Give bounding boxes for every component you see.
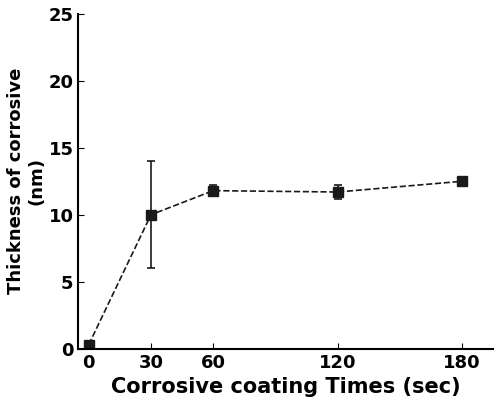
Y-axis label: Thickness of corrosive
(nm): Thickness of corrosive (nm) [7, 68, 46, 295]
X-axis label: Corrosive coating Times (sec): Corrosive coating Times (sec) [111, 377, 461, 397]
